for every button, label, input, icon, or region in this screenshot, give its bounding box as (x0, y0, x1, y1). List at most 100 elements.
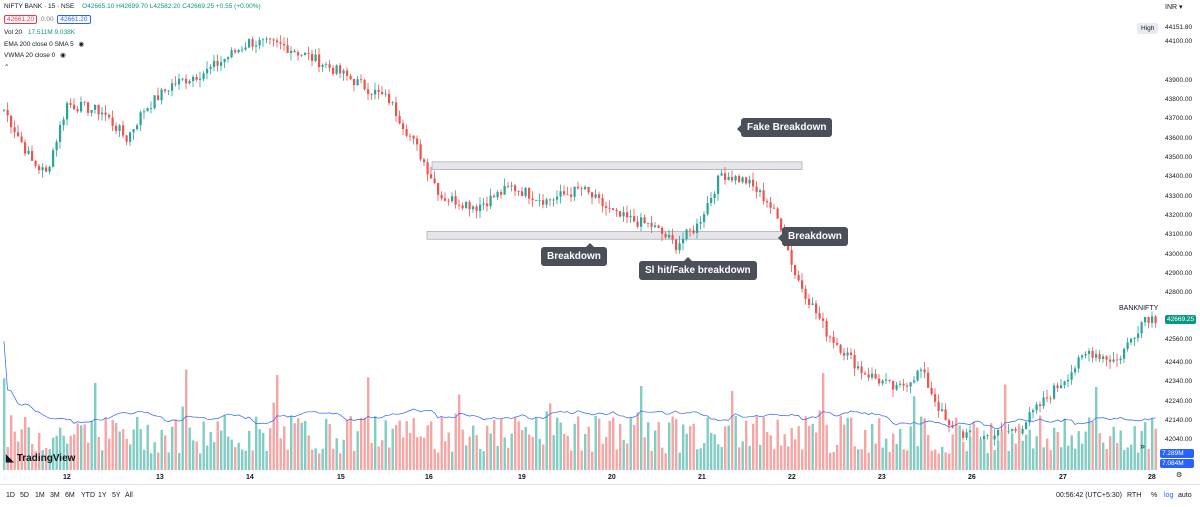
volume-bar (468, 436, 471, 470)
candle-body (755, 186, 758, 193)
volume-bar (419, 436, 422, 470)
candle-body (150, 108, 153, 110)
candle-body (622, 212, 625, 217)
volume-bar (818, 410, 821, 470)
candle-body (34, 160, 37, 166)
settings-gear-icon[interactable]: ⚙ (1176, 472, 1183, 479)
session-toggle[interactable]: RTH (1127, 492, 1142, 499)
price-label: 42669.25 (1165, 314, 1197, 324)
volume-bar (598, 418, 601, 470)
volume-bar (1004, 384, 1007, 470)
auto-toggle[interactable]: auto (1178, 492, 1192, 499)
price-chart[interactable] (0, 0, 1160, 484)
high-value: 44151.80 (1165, 24, 1193, 31)
volume-bar (311, 449, 314, 470)
volume-bar (171, 426, 174, 470)
candle-body (769, 202, 772, 208)
tradingview-logo[interactable]: ◣ TradingView (6, 453, 75, 464)
volume-bar (1032, 448, 1035, 470)
candle-body (1035, 404, 1038, 411)
log-toggle[interactable]: log (1164, 492, 1174, 499)
candle-body (1007, 430, 1010, 432)
time-label: 15 (337, 474, 345, 481)
range-button-1d[interactable]: 1D (6, 492, 15, 499)
candle-body (251, 39, 254, 47)
volume-bar (1067, 445, 1070, 470)
volume-bar (1070, 435, 1073, 470)
candle-body (87, 102, 90, 113)
candle-body (227, 57, 230, 59)
candle-body (52, 150, 55, 167)
volume-bar (867, 452, 870, 470)
candle-body (27, 150, 30, 154)
chart-area[interactable] (0, 0, 1160, 484)
range-button-1y[interactable]: 1Y (98, 492, 107, 499)
volume-bar (335, 438, 338, 470)
range-button-ytd[interactable]: YTD (81, 492, 95, 499)
volume-bar (587, 426, 590, 470)
indicator-ema[interactable]: EMA 200 close 0 SMA 5 ◉ (4, 40, 84, 48)
percent-toggle[interactable]: % (1151, 492, 1158, 499)
volume-bar (332, 448, 335, 470)
candle-body (1039, 404, 1042, 407)
range-button-all[interactable]: All (125, 492, 133, 499)
candle-body (531, 198, 534, 201)
indicator-vol[interactable]: Vol 20 17.511M 9.038K (4, 29, 75, 36)
candle-body (146, 108, 149, 112)
candle-body (1123, 348, 1126, 359)
volume-bar (622, 440, 625, 470)
volume-bar (349, 416, 352, 470)
volume-bar (31, 444, 34, 470)
range-button-5d[interactable]: 5D (20, 492, 29, 499)
time-label: 27 (1059, 474, 1067, 481)
volume-bar (199, 453, 202, 470)
volume-bar (384, 420, 387, 470)
candle-body (83, 101, 86, 103)
volume-bar (727, 425, 730, 470)
annotation-breakdown-left[interactable]: Breakdown (541, 243, 607, 266)
range-button-5y[interactable]: 5Y (112, 492, 121, 499)
scroll-right-icon[interactable]: » (1140, 441, 1146, 451)
volume-bar (979, 439, 982, 470)
clock[interactable]: 00:56:42 (UTC+5:30) (1056, 492, 1122, 499)
range-button-3m[interactable]: 3M (50, 492, 60, 499)
volume-bar (682, 424, 685, 470)
volume-bar (472, 425, 475, 470)
volume-bar (185, 369, 188, 470)
candle-body (962, 431, 965, 438)
candle-body (685, 229, 688, 239)
volume-bar (104, 417, 107, 470)
volume-bar (48, 449, 51, 470)
eye-icon[interactable]: ◉ (60, 52, 66, 59)
volume-bar (521, 430, 524, 470)
indicator-label: VWMA 20 close 0 (4, 52, 56, 59)
candle-body (580, 188, 583, 190)
price-scale[interactable]: INR ▾ (1160, 0, 1200, 484)
candle-body (104, 112, 107, 115)
candle-body (822, 318, 825, 321)
annotation-breakdown-right[interactable]: Breakdown (778, 227, 848, 246)
bid-price[interactable]: 42661.20 (4, 15, 38, 24)
volume-bar (160, 429, 163, 470)
time-label: 28 (1148, 474, 1156, 481)
range-button-6m[interactable]: 6M (65, 492, 75, 499)
candle-body (1151, 316, 1154, 323)
indicator-vwma[interactable]: VWMA 20 close 0 ◉ (4, 51, 66, 59)
annotation-sl-hit[interactable]: Sl hit/Fake breakdown (639, 257, 757, 280)
candle-body (202, 73, 205, 79)
currency-selector[interactable]: INR ▾ (1165, 4, 1183, 11)
volume-bar (696, 449, 699, 470)
volume-bar (745, 420, 748, 470)
annotation-fake-breakdown[interactable]: Fake Breakdown (736, 118, 833, 137)
volume-bar (976, 427, 979, 470)
range-button-1m[interactable]: 1M (35, 492, 45, 499)
volume-bar (94, 382, 97, 470)
ask-price[interactable]: 42661.20 (57, 15, 91, 24)
volume-bar (27, 427, 30, 470)
volume-bar (405, 421, 408, 470)
eye-icon[interactable]: ◉ (78, 41, 85, 48)
candle-body (598, 194, 601, 198)
collapse-legend-icon[interactable]: ⌃ (4, 64, 10, 71)
volume-bar (118, 431, 121, 470)
candle-body (6, 109, 9, 116)
